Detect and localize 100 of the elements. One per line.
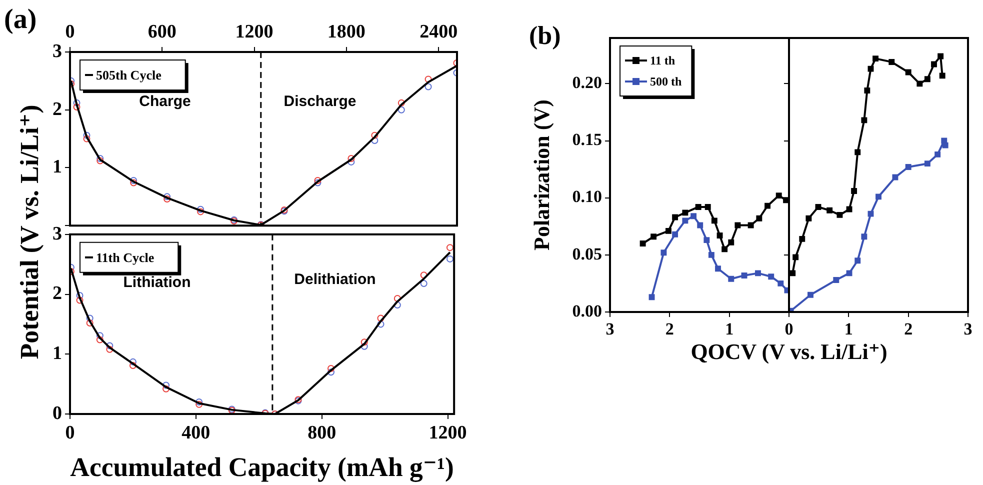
x-tick-label: 1 (725, 320, 734, 339)
point (728, 239, 734, 246)
point (682, 218, 688, 224)
point (650, 234, 657, 240)
point (446, 255, 454, 262)
point (924, 76, 930, 82)
point (768, 274, 774, 280)
legend-label: 11th Cycle (96, 250, 154, 265)
annotation: Charge (139, 93, 191, 110)
point (833, 277, 840, 284)
x-axis-title: QOCV (V vs. Li/Li⁺) (690, 339, 888, 365)
point (697, 222, 704, 228)
point (868, 210, 874, 217)
annotation: Delithiation (294, 271, 376, 288)
point (708, 252, 714, 258)
point (846, 270, 852, 276)
point (799, 236, 806, 242)
point (690, 213, 697, 220)
point (876, 194, 882, 200)
point (942, 142, 948, 148)
point (197, 208, 204, 216)
point (748, 222, 754, 228)
x-tick-label: 400 (182, 422, 210, 444)
point (815, 204, 822, 210)
point (371, 132, 378, 139)
point (756, 215, 762, 222)
x-tick-label: 1 (844, 320, 853, 339)
y-tick-label: 3 (52, 223, 62, 244)
point (861, 234, 868, 240)
point (197, 206, 204, 213)
point (398, 106, 405, 114)
point (348, 158, 355, 166)
point (348, 154, 355, 162)
x-tick-label: 1800 (327, 22, 366, 43)
point (808, 292, 814, 298)
point (83, 132, 90, 139)
point (764, 202, 770, 209)
point (360, 338, 368, 346)
point (715, 266, 721, 272)
y-tick-label: 1 (52, 343, 62, 364)
point (106, 342, 114, 350)
point (394, 294, 401, 302)
point (854, 149, 861, 156)
point (96, 332, 104, 340)
point (792, 254, 799, 260)
x-axis-title: Accumulated Capacity (mAh g⁻¹) (70, 452, 454, 482)
point (934, 151, 941, 158)
point (868, 66, 874, 72)
point (129, 362, 136, 370)
x-tick-label: 3 (606, 320, 614, 339)
y-tick-label: 2 (52, 283, 62, 304)
point (826, 207, 833, 214)
point (931, 61, 937, 68)
point (716, 232, 723, 238)
annotation: Lithiation (123, 274, 191, 291)
point (711, 218, 718, 224)
point (695, 204, 702, 210)
point (420, 280, 428, 287)
point (806, 215, 812, 222)
legend-label: 11 th (650, 54, 676, 68)
point (776, 192, 782, 199)
point (861, 117, 868, 124)
point (96, 336, 104, 344)
point (939, 72, 946, 79)
point (790, 270, 796, 276)
point (864, 88, 870, 94)
point (755, 270, 761, 276)
point (96, 157, 104, 164)
x-tick-label: 1200 (235, 22, 274, 43)
point (741, 272, 748, 278)
point (73, 103, 80, 110)
point (916, 80, 923, 87)
annotation: Discharge (284, 93, 356, 110)
point (892, 174, 898, 180)
point (76, 292, 84, 299)
point (851, 188, 858, 194)
point (938, 53, 944, 60)
point (924, 160, 930, 167)
point (734, 222, 741, 228)
point (424, 83, 432, 90)
point (704, 237, 710, 244)
point (905, 69, 912, 76)
legend-label: 500 th (650, 74, 682, 89)
point (130, 179, 138, 186)
point (672, 231, 678, 238)
point (666, 228, 672, 234)
point (130, 176, 138, 184)
x-tick-label: 1200 (428, 422, 467, 444)
point (86, 314, 94, 322)
point (96, 154, 104, 162)
point (660, 250, 667, 256)
point (327, 368, 334, 376)
x-tick-label: 600 (148, 22, 176, 43)
point (854, 258, 861, 264)
point (704, 204, 711, 210)
point (377, 314, 384, 322)
y-tick-label: 0.00 (572, 301, 602, 320)
point (682, 210, 688, 216)
point (86, 320, 94, 327)
y-tick-label: 2 (52, 98, 62, 120)
